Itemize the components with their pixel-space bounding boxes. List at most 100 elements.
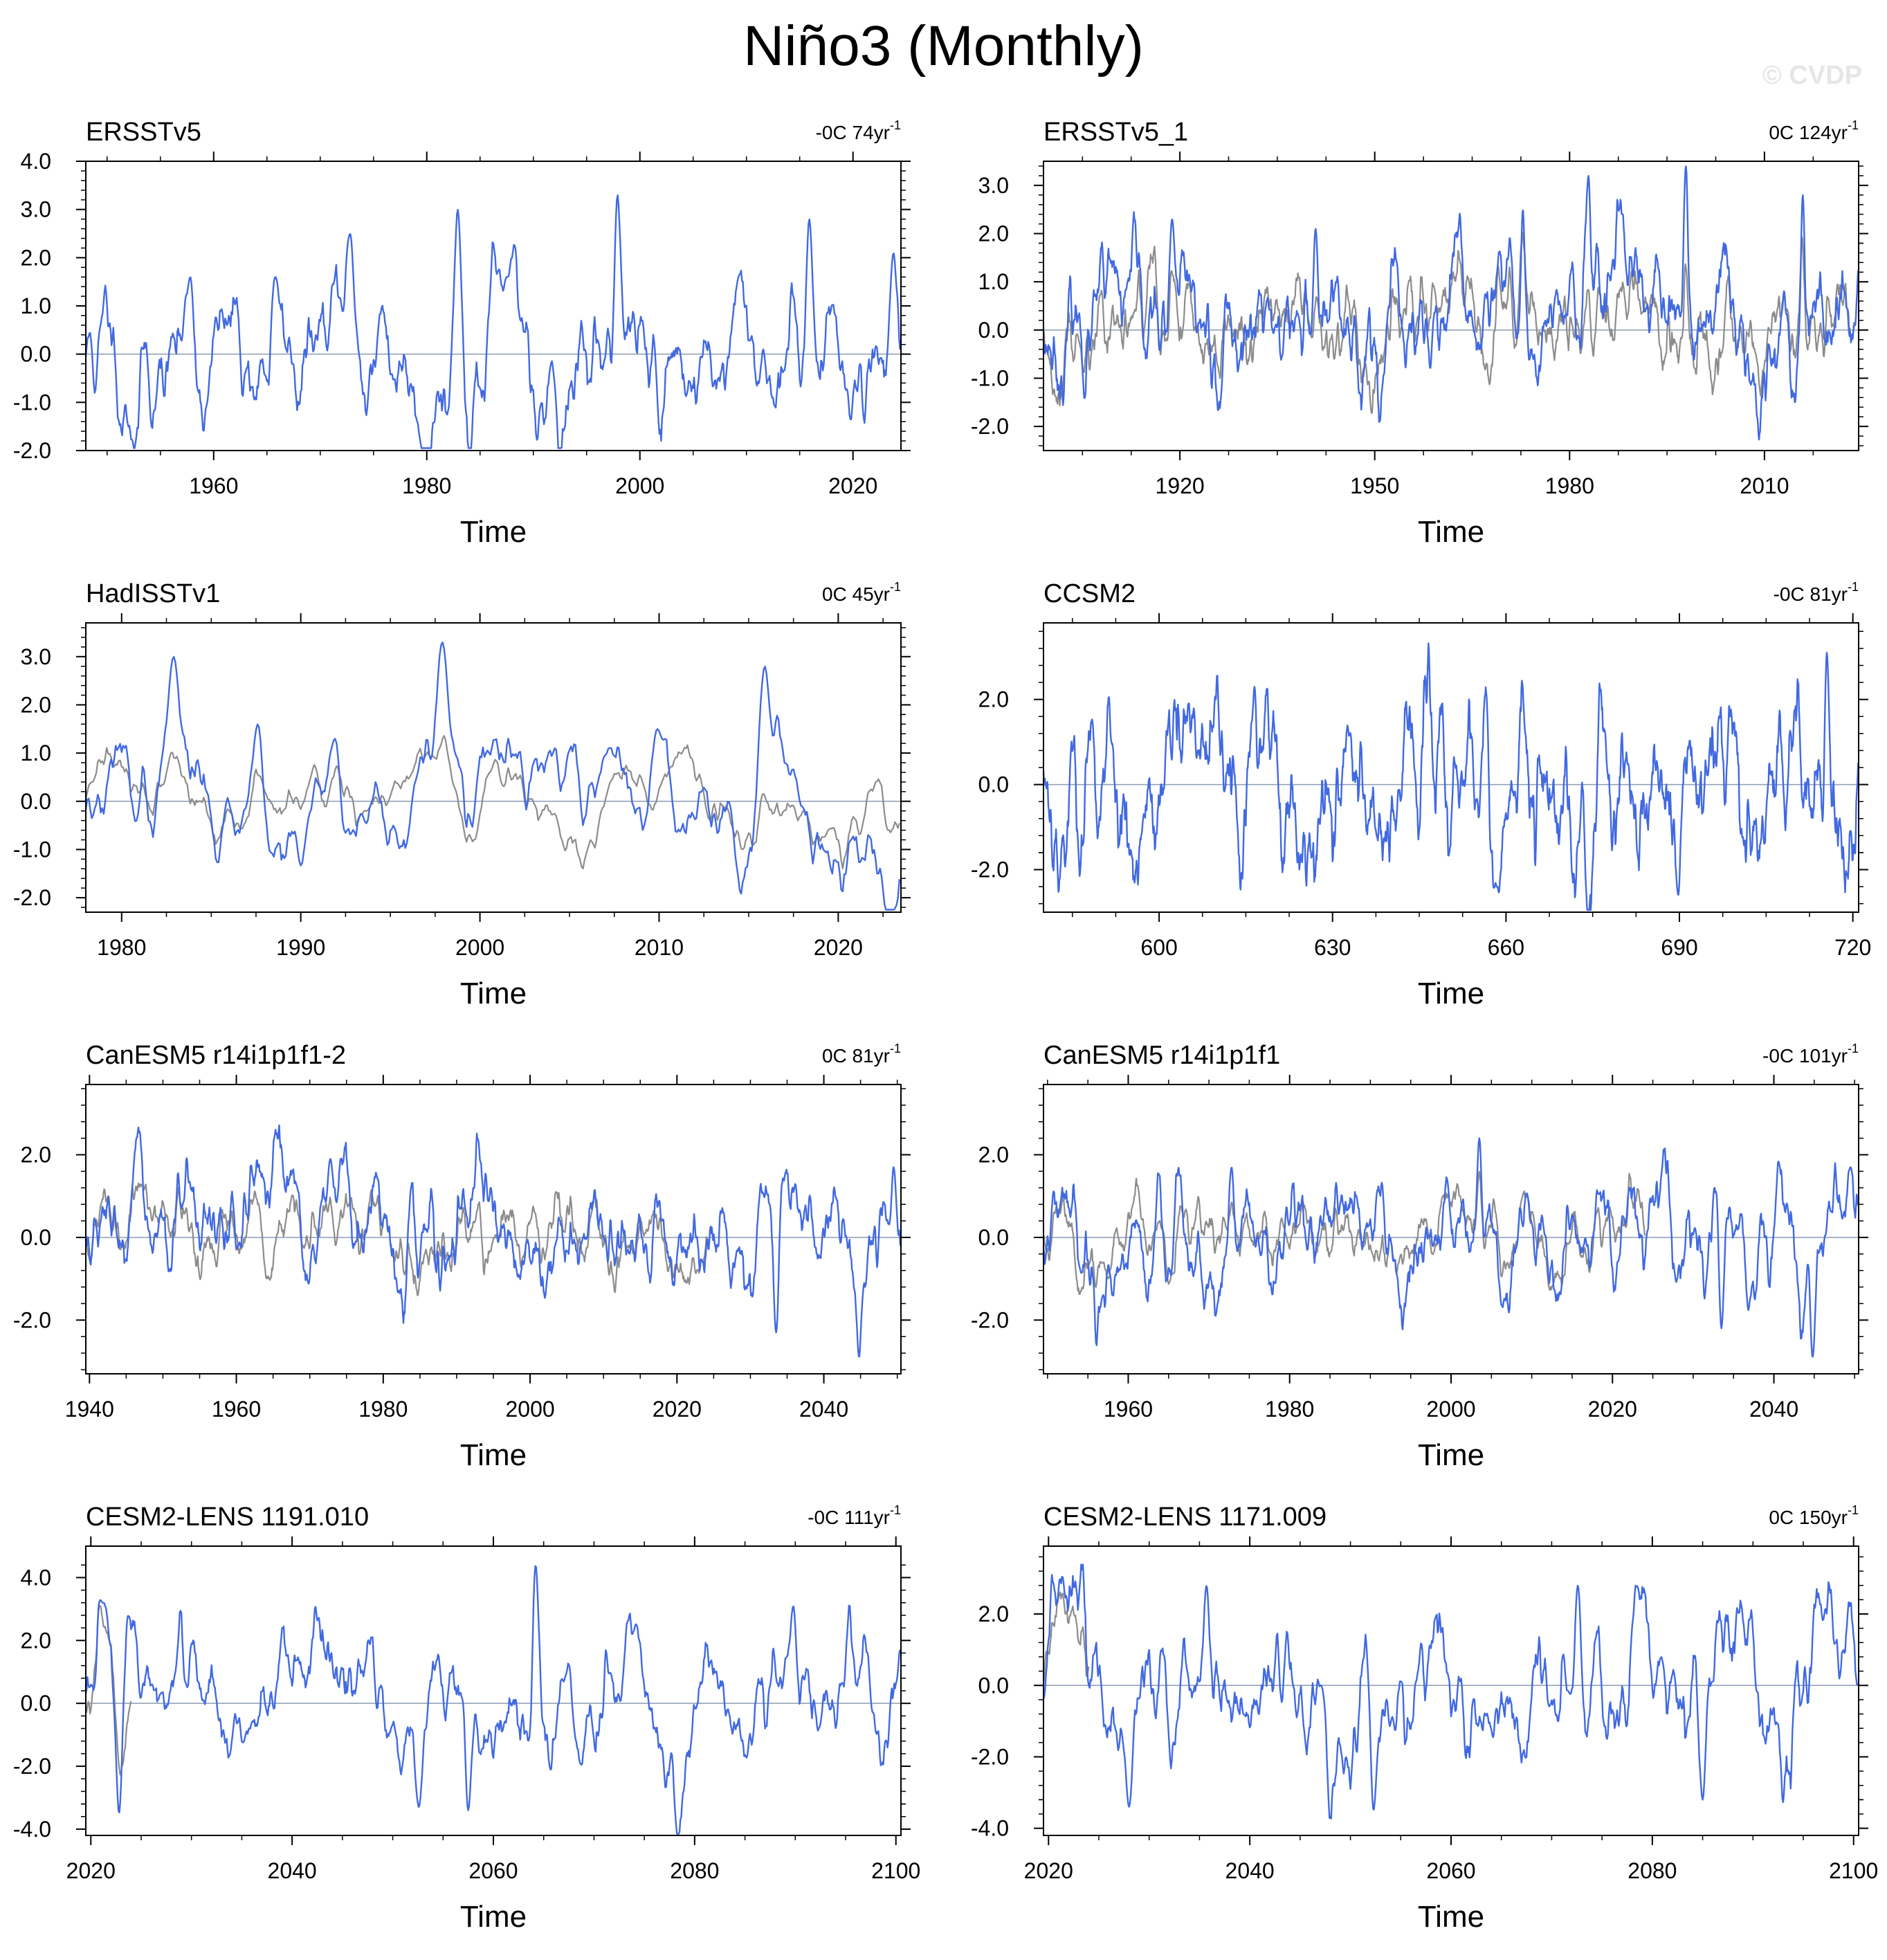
x-tick-label: 720 [1834, 935, 1871, 960]
chart-title: CESM2-LENS 1171.009 [1043, 1503, 1327, 1532]
y-tick-label: 2.0 [21, 245, 51, 270]
trend-label: -0C 101yr-1 [1762, 1042, 1859, 1067]
chart-panel: CESM2-LENS 1171.009 0C 150yr-1 -4.0 -2.0 0.0… [971, 1503, 1878, 1934]
y-tick-label: 2.0 [978, 1143, 1009, 1168]
observed-series-line [1042, 231, 1857, 415]
y-tick-label: 0.0 [21, 342, 51, 367]
y-tick-label: 3.0 [21, 644, 51, 669]
x-tick-label: 2000 [1426, 1397, 1475, 1422]
x-tick-label: 2040 [1749, 1397, 1798, 1422]
chart-title: CESM2-LENS 1191.010 [86, 1503, 369, 1532]
y-tick-label: 3.0 [21, 197, 51, 222]
x-axis-label: Time [1418, 1438, 1484, 1472]
chart-panel: CanESM5 r14i1p1f1-2 0C 81yr-1 -2.0 0.0 2.0 19… [13, 1041, 911, 1472]
y-tick-label: 2.0 [21, 1628, 51, 1653]
model-series-line [1042, 1137, 1859, 1358]
x-tick-label: 2010 [635, 935, 684, 960]
chart-panel: HadISSTv1 0C 45yr-1 -2.0 -1.0 0.0 1.0 2.0 3.0 19… [13, 579, 911, 1010]
y-tick-label: 2.0 [978, 687, 1009, 712]
x-tick-label: 2100 [871, 1858, 920, 1883]
x-tick-label: 2040 [799, 1397, 848, 1422]
y-tick-label: -2.0 [13, 1307, 51, 1332]
x-tick-label: 2100 [1829, 1858, 1878, 1883]
y-tick-label: -2.0 [971, 858, 1009, 882]
y-tick-label: 2.0 [21, 1143, 51, 1168]
x-tick-label: 2080 [1628, 1858, 1677, 1883]
x-axis-label: Time [460, 1438, 527, 1472]
x-tick-label: 2020 [814, 935, 863, 960]
x-tick-label: 2000 [505, 1397, 554, 1422]
y-tick-label: 0.0 [978, 1673, 1009, 1698]
x-tick-label: 1940 [65, 1397, 114, 1422]
plot-frame [85, 622, 902, 913]
page-title: Niño3 (Monthly) [743, 15, 1144, 78]
y-tick-label: -2.0 [13, 1754, 51, 1779]
model-series-line [84, 1565, 901, 1835]
x-tick-label: 2020 [828, 473, 877, 498]
y-tick-label: 1.0 [978, 269, 1009, 294]
trend-label: 0C 124yr-1 [1769, 118, 1859, 143]
y-tick-label: 0.0 [978, 772, 1009, 797]
model-series-line [1042, 165, 1859, 441]
chart-panel: CESM2-LENS 1191.010 -0C 111yr-1 -4.0 -2.0 0.… [13, 1503, 920, 1934]
x-axis-label: Time [460, 515, 527, 549]
y-tick-label: -2.0 [971, 414, 1009, 439]
y-tick-label: -4.0 [13, 1817, 51, 1842]
observed-series-line [1043, 1170, 1646, 1296]
x-tick-label: 2000 [455, 935, 504, 960]
x-tick-label: 2020 [1588, 1397, 1637, 1422]
x-axis-label: Time [460, 1900, 527, 1934]
plot-frame [1043, 161, 1859, 451]
x-tick-label: 2020 [1024, 1858, 1073, 1883]
model-series-line [1042, 642, 1859, 911]
x-tick-label: 1980 [1545, 473, 1594, 498]
chart-panel: CCSM2 -0C 81yr-1 -2.0 0.0 2.0 600 630 660 690 720… [971, 579, 1871, 1010]
model-series-line [85, 1124, 902, 1358]
chart-title: CCSM2 [1043, 579, 1136, 608]
x-axis-label: Time [1418, 977, 1484, 1010]
y-tick-label: 0.0 [21, 1691, 51, 1716]
x-tick-label: 2040 [1225, 1858, 1275, 1883]
y-tick-label: 0.0 [21, 1225, 51, 1250]
plot-frame [85, 1084, 902, 1374]
y-tick-label: 4.0 [21, 1565, 51, 1590]
plot-frame [85, 161, 902, 451]
y-tick-label: -2.0 [971, 1744, 1009, 1769]
y-tick-label: 4.0 [21, 149, 51, 174]
x-tick-label: 1980 [97, 935, 146, 960]
model-series-line [84, 641, 900, 911]
y-tick-label: 0.0 [978, 1225, 1009, 1250]
y-tick-label: -2.0 [971, 1307, 1009, 1332]
x-tick-label: 2020 [653, 1397, 702, 1422]
x-tick-label: 2020 [66, 1858, 116, 1883]
x-tick-label: 630 [1314, 935, 1351, 960]
observed-series-line [1042, 1591, 1090, 1685]
chart-panel: ERSSTv5 -0C 74yr-1 -2.0 -1.0 0.0 1.0 2.0 3.0 4.0… [13, 118, 911, 549]
model-series-line [84, 194, 901, 449]
y-tick-label: 1.0 [21, 293, 51, 318]
x-tick-label: 1960 [212, 1397, 261, 1422]
x-tick-label: 1960 [189, 473, 238, 498]
chart-title: ERSSTv5_1 [1043, 118, 1188, 147]
x-tick-label: 1920 [1156, 473, 1205, 498]
x-tick-label: 2060 [1426, 1858, 1475, 1883]
x-tick-label: 2060 [468, 1858, 518, 1883]
x-axis-label: Time [1418, 515, 1484, 549]
x-tick-label: 1950 [1350, 473, 1399, 498]
y-tick-label: 3.0 [978, 173, 1009, 198]
chart-panel: CanESM5 r14i1p1f1 -0C 101yr-1 -2.0 0.0 2.0 19… [971, 1041, 1868, 1472]
cvdp-watermark: © CVDP [1762, 61, 1862, 90]
x-tick-label: 1980 [358, 1397, 408, 1422]
x-tick-label: 2000 [615, 473, 664, 498]
trend-label: 0C 81yr-1 [822, 1042, 901, 1067]
x-tick-label: 1980 [402, 473, 451, 498]
trend-label: -0C 74yr-1 [816, 118, 901, 143]
trend-label: -0C 81yr-1 [1774, 580, 1859, 605]
observed-series-line [84, 735, 900, 870]
x-tick-label: 600 [1140, 935, 1177, 960]
x-axis-label: Time [1418, 1900, 1484, 1934]
x-tick-label: 2010 [1740, 473, 1789, 498]
x-tick-label: 2080 [670, 1858, 719, 1883]
